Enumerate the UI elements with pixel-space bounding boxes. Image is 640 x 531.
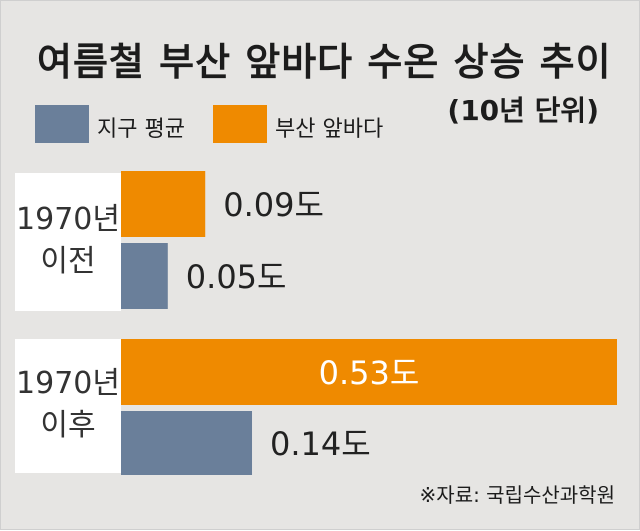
value-label: 0.14도: [270, 425, 371, 463]
category-label-before-1970: 1970년 이전: [15, 173, 121, 311]
unit-note: (10년 단위): [447, 94, 599, 127]
legend-label-busan-sea: 부산 앞바다: [275, 117, 384, 142]
category-label-after-1970: 1970년 이후: [15, 339, 121, 473]
legend-swatch-global-average: [35, 105, 89, 143]
bar-busan-after-1970: [121, 339, 617, 405]
chart-title: 여름철 부산 앞바다 수온 상승 추이: [37, 40, 612, 84]
legend-swatch-busan-sea: [213, 105, 267, 143]
category-label-line1: 1970년: [16, 202, 120, 237]
legend-label-global-average: 지구 평균: [97, 117, 185, 142]
value-label: 0.53도: [319, 354, 420, 392]
bar-busan-before-1970: [121, 171, 206, 237]
source-note: ※자료: 국립수산과학원: [419, 483, 615, 507]
category-label-line2: 이후: [40, 408, 96, 443]
category-label-line1: 1970년: [16, 366, 120, 401]
value-label: 0.09도: [223, 186, 324, 224]
value-label: 0.05도: [186, 258, 287, 296]
bar-global-after-1970: [121, 411, 253, 475]
bar-global-before-1970: [121, 243, 168, 309]
category-label-line2: 이전: [40, 244, 96, 279]
